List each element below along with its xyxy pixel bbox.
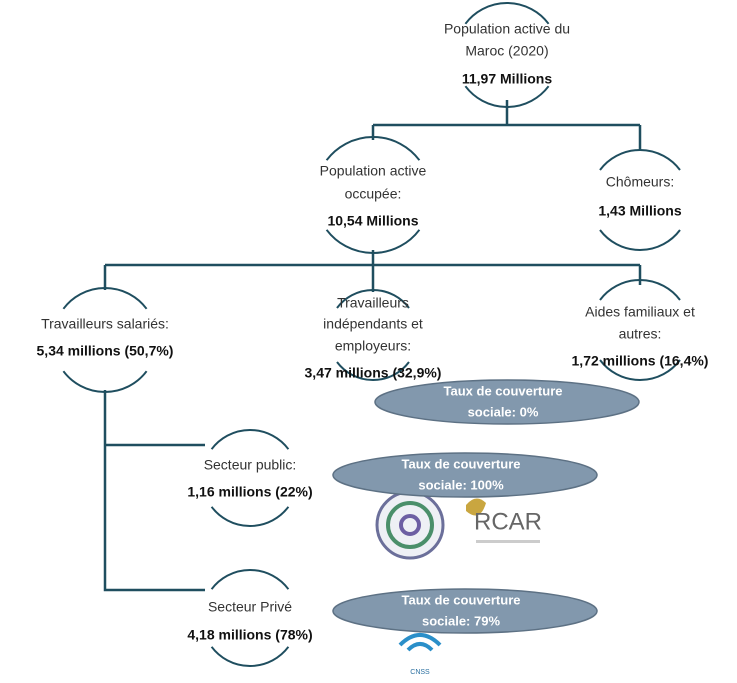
- node-arc: [336, 361, 410, 381]
- node-label: autres:: [619, 326, 662, 342]
- node-label: Aides familiaux et: [585, 304, 695, 320]
- coverage-text: sociale: 0%: [468, 404, 539, 419]
- node-value: 1,43 Millions: [598, 203, 681, 219]
- node-value: 11,97 Millions: [462, 71, 552, 87]
- node-label: Chômeurs:: [606, 174, 674, 190]
- coverage-text: sociale: 79%: [422, 613, 500, 628]
- node-arc: [599, 279, 681, 301]
- node-label: Population active du: [444, 21, 570, 37]
- node-label: Secteur public:: [204, 457, 297, 473]
- connectors: [103, 100, 642, 592]
- connector: [103, 390, 205, 592]
- node-arc: [210, 646, 290, 667]
- node-arc: [336, 289, 410, 309]
- node-arc: [599, 149, 681, 171]
- node-label: Population active: [320, 163, 427, 179]
- logo-cnops: [375, 490, 445, 560]
- connector: [103, 250, 642, 292]
- node-arc: [599, 359, 681, 381]
- logo-rcar: RCAR: [466, 498, 542, 543]
- node-arc: [464, 2, 550, 25]
- node-arc: [210, 506, 290, 527]
- coverage-text: Taux de couverture: [402, 592, 521, 607]
- logo-text: CNSS: [410, 669, 430, 676]
- logo-cnss: CNSS: [398, 633, 442, 676]
- node-arc: [210, 429, 290, 450]
- coverage-badge: [332, 452, 598, 498]
- node-label: indépendants et: [323, 316, 423, 332]
- node-arc: [464, 85, 550, 108]
- node-label: occupée:: [345, 186, 402, 202]
- node-label: Travailleurs: [337, 295, 409, 311]
- coverage-text: Taux de couverture: [444, 383, 563, 398]
- node-arc: [599, 229, 681, 251]
- connector: [371, 100, 642, 150]
- node-arc: [325, 229, 421, 254]
- coverage-badge: [374, 379, 640, 425]
- coverage-badge: [332, 588, 598, 634]
- node-value: 5,34 millions (50,7%): [37, 343, 174, 359]
- node-value: 1,16 millions (22%): [187, 484, 312, 500]
- node-value: 3,47 millions (32,9%): [305, 365, 442, 381]
- node-value: 1,72 millions (16,4%): [572, 353, 709, 369]
- node-label: Secteur Privé: [208, 599, 292, 615]
- coverage-text: sociale: 100%: [418, 477, 504, 492]
- node-label: employeurs:: [335, 338, 411, 354]
- node-arc: [325, 136, 421, 161]
- node-arc: [62, 287, 148, 310]
- node-arc: [210, 569, 290, 590]
- node-arc: [62, 370, 148, 393]
- node-value: 4,18 millions (78%): [187, 627, 312, 643]
- node-label: Maroc (2020): [465, 43, 548, 59]
- node-value: 10,54 Millions: [327, 213, 418, 229]
- logo-text: RCAR: [474, 508, 542, 535]
- coverage-text: Taux de couverture: [402, 456, 521, 471]
- node-label: Travailleurs salariés:: [41, 316, 169, 332]
